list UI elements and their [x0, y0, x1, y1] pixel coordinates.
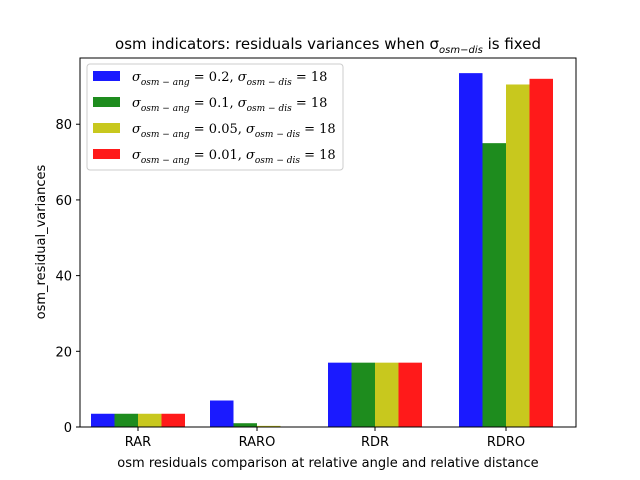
bar-rar-series-4: [161, 413, 185, 427]
bar-rdr-series-1: [328, 362, 352, 427]
bar-raro-series-1: [210, 400, 234, 427]
x-tick-label: RDR: [361, 435, 389, 450]
bar-rdr-series-4: [398, 362, 422, 427]
chart-title: osm indicators: residuals variances when…: [115, 35, 541, 56]
title-subscript: osm−dis: [439, 45, 483, 56]
legend-swatch: [93, 97, 120, 107]
bar-rdr-series-3: [375, 362, 399, 427]
title-suffix: is fixed: [483, 35, 541, 53]
bar-raro-series-3: [257, 425, 281, 427]
title-main: osm indicators: residuals variances when…: [115, 35, 439, 53]
x-tick-label: RARO: [239, 435, 276, 450]
x-tick-label: RDRO: [487, 435, 525, 450]
bar-rdro-series-2: [482, 143, 506, 427]
legend-box: [86, 63, 344, 171]
legend-entry: σosm − ang = 0.1, σosm − dis = 18: [132, 96, 327, 114]
x-tick-label: RAR: [125, 435, 151, 450]
legend-swatch: [93, 149, 120, 159]
y-tick-label: 40: [55, 270, 72, 285]
y-tick-label: 0: [64, 421, 72, 436]
bar-rar-series-3: [138, 413, 162, 427]
plot-frame: [79, 57, 577, 428]
bar-rdr-series-2: [351, 362, 375, 427]
y-axis: 0 20 40 60 80: [55, 118, 80, 436]
y-tick-label: 20: [55, 345, 72, 360]
legend: σosm − ang = 0.2, σosm − dis = 18 σosm − …: [86, 63, 344, 171]
legend-entry: σosm − ang = 0.05, σosm − dis = 18: [132, 122, 336, 140]
bar-rdro-series-1: [459, 73, 483, 427]
legend-entry: σosm − ang = 0.01, σosm − dis = 18: [132, 148, 336, 166]
y-tick-label: 80: [55, 118, 72, 133]
y-axis-label: osm_residual_variances: [34, 164, 49, 319]
x-axis-label: osm residuals comparison at relative ang…: [117, 456, 538, 471]
x-axis: RAR RARO RDR RDRO: [125, 427, 525, 450]
legend-swatch: [93, 123, 120, 133]
y-tick-label: 60: [55, 194, 72, 209]
bar-raro-series-2: [233, 423, 257, 427]
bar-rar-series-2: [114, 413, 138, 427]
bars-group: [91, 73, 553, 428]
bar-rar-series-1: [91, 413, 115, 427]
legend-swatch: [93, 71, 120, 81]
legend-entry: σosm − ang = 0.2, σosm − dis = 18: [132, 70, 327, 88]
bar-rdro-series-4: [529, 78, 553, 428]
bar-rdro-series-3: [506, 84, 530, 427]
